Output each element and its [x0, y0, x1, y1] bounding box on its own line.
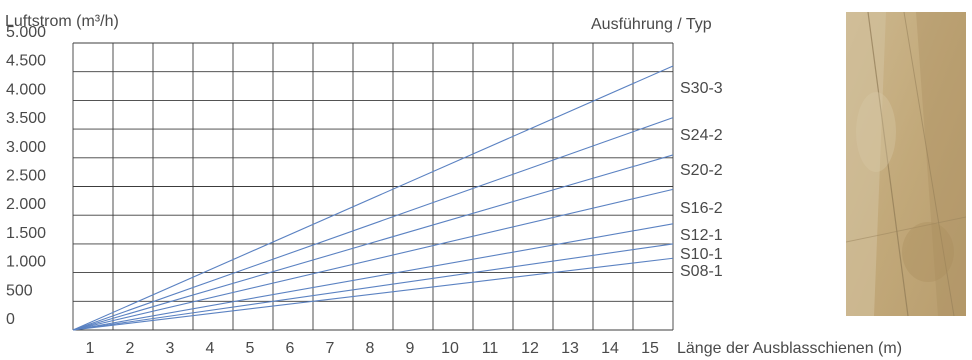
x-tick-label: 3 — [166, 340, 175, 357]
x-tick-label: 12 — [521, 340, 539, 357]
x-tick-labels: 1 2 3 4 5 6 7 8 9 10 11 12 13 14 15 — [86, 340, 659, 357]
series-line-s12-1 — [72, 223, 674, 331]
x-axis-label: Länge der Ausblasschienen (m) — [677, 340, 902, 357]
x-tick-label: 11 — [482, 340, 499, 357]
y-tick-labels: 0 500 1.000 1.500 2.000 2.500 3.000 3.500 4.000 4… — [6, 24, 46, 328]
x-tick-label: 2 — [126, 340, 135, 357]
x-tick-label: 15 — [641, 340, 659, 357]
x-tick-label: 9 — [406, 340, 415, 357]
y-tick-label: 4.500 — [6, 53, 46, 70]
x-tick-label: 13 — [561, 340, 579, 357]
series-line-s20-2 — [72, 154, 674, 331]
series-lines — [72, 65, 674, 331]
x-tick-label: 14 — [601, 340, 619, 357]
series-line-s10-1 — [72, 243, 674, 331]
y-tick-label: 1.500 — [6, 225, 46, 242]
x-tick-label: 5 — [246, 340, 255, 357]
y-tick-label: 2.500 — [6, 168, 46, 185]
y-tick-label: 5.000 — [6, 24, 46, 41]
x-tick-label: 7 — [326, 340, 335, 357]
y-tick-label: 0 — [6, 311, 15, 328]
series-label-s20-2: S20-2 — [680, 162, 723, 179]
x-tick-label: 4 — [206, 340, 215, 357]
series-label-s24-2: S24-2 — [680, 127, 723, 144]
series-line-s24-2 — [72, 117, 674, 331]
y-tick-label: 1.000 — [6, 254, 46, 271]
series-label-s16-2: S16-2 — [680, 200, 723, 217]
legend-title: Ausführung / Typ — [591, 16, 712, 33]
series-line-s16-2 — [72, 188, 674, 331]
series-line-s08-1 — [72, 257, 674, 331]
y-tick-label: 3.000 — [6, 139, 46, 156]
series-label-s08-1: S08-1 — [680, 263, 723, 280]
series-label-s10-1: S10-1 — [680, 246, 723, 263]
series-line-s30-3 — [72, 65, 674, 331]
y-tick-label: 500 — [6, 282, 33, 299]
y-tick-label: 4.000 — [6, 81, 46, 98]
x-tick-label: 8 — [366, 340, 375, 357]
y-tick-label: 2.000 — [6, 196, 46, 213]
series-label-s12-1: S12-1 — [680, 227, 723, 244]
y-axis-label: Luftstrom (m³/h) — [5, 13, 119, 30]
x-tick-label: 10 — [441, 340, 459, 357]
y-tick-label: 3.500 — [6, 110, 46, 127]
x-tick-label: 6 — [286, 340, 295, 357]
x-tick-label: 1 — [86, 340, 95, 357]
stone-floor-photo — [846, 12, 966, 316]
series-label-s30-3: S30-3 — [680, 80, 723, 97]
